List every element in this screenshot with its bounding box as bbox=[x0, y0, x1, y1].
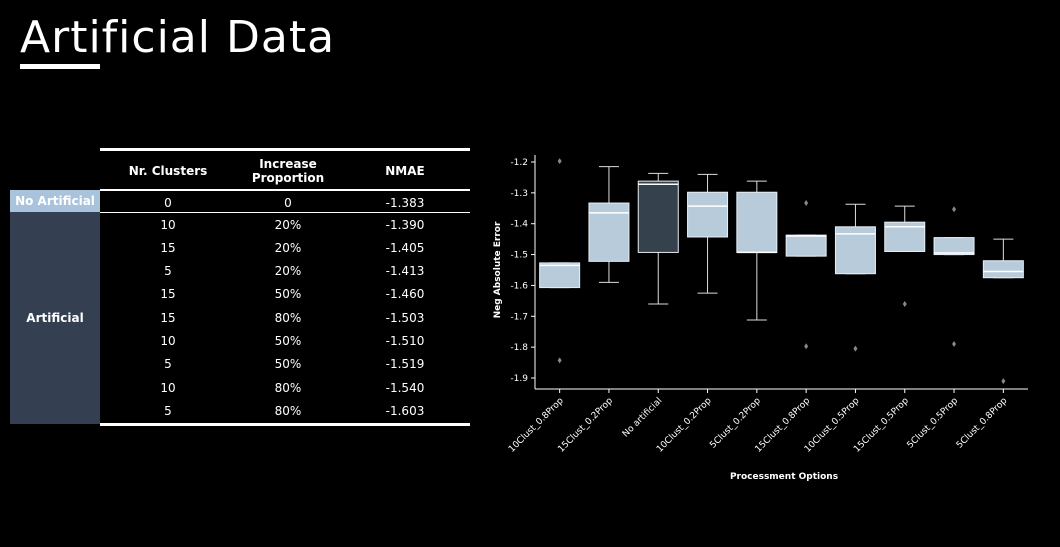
header-nmae: NMAE bbox=[385, 164, 425, 178]
cell-nmae: -1.405 bbox=[385, 240, 425, 255]
cell-nmae: -1.519 bbox=[385, 357, 425, 372]
box-iqr bbox=[785, 234, 827, 257]
chart-boxes bbox=[539, 158, 1024, 385]
header-nr-clusters: Nr. Clusters bbox=[128, 164, 208, 178]
x-tick-label: 5Clust_0.5Prop bbox=[906, 396, 961, 451]
cell-nmae: -1.540 bbox=[385, 380, 425, 395]
x-tick-label: 5Clust_0.8Prop bbox=[955, 396, 1010, 451]
outlier-point bbox=[853, 345, 858, 352]
x-tick-label: No artificial bbox=[621, 396, 664, 439]
x-tick-label: 10Clust_0.2Prop bbox=[655, 396, 714, 455]
outlier-point bbox=[557, 158, 562, 165]
cell-increase-proportion: 80% bbox=[274, 380, 302, 395]
cell-nmae: -1.390 bbox=[385, 217, 425, 232]
table-row: 5 20% -1.413 bbox=[100, 260, 470, 283]
table-row: 10 80% -1.540 bbox=[100, 376, 470, 399]
y-tick-label: -1.2 bbox=[510, 158, 528, 168]
box-10Clust_0.2Prop bbox=[687, 173, 729, 294]
cell-increase-proportion: 80% bbox=[274, 310, 302, 325]
table-group-rule bbox=[100, 212, 470, 213]
box-iqr bbox=[736, 191, 778, 253]
outlier-point bbox=[804, 343, 809, 350]
cell-nr-clusters: 5 bbox=[164, 264, 172, 279]
cell-nr-clusters: 15 bbox=[160, 240, 176, 255]
cell-nmae: -1.383 bbox=[385, 195, 425, 210]
cell-nr-clusters: 10 bbox=[160, 334, 176, 348]
outlier-point bbox=[952, 341, 957, 348]
box-iqr bbox=[687, 191, 729, 238]
box-5Clust_0.5Prop bbox=[933, 206, 975, 348]
box-5Clust_0.8Prop bbox=[982, 238, 1024, 385]
x-tick-label: 15Clust_0.5Prop bbox=[852, 396, 911, 455]
cell-nr-clusters: 15 bbox=[160, 310, 176, 325]
cell-nmae: -1.460 bbox=[385, 287, 425, 302]
box-iqr bbox=[588, 202, 630, 262]
cell-nmae: -1.510 bbox=[385, 334, 425, 348]
group-artificial: Artificial bbox=[10, 212, 100, 424]
y-tick-label: -1.4 bbox=[510, 220, 528, 230]
table-row: 5 50% -1.519 bbox=[100, 353, 470, 376]
box-15Clust_0.8Prop bbox=[785, 200, 827, 350]
y-tick-label: -1.9 bbox=[510, 374, 528, 384]
box-15Clust_0.5Prop bbox=[884, 205, 926, 307]
group-no-artificial: No Artificial bbox=[10, 190, 100, 212]
x-tick-label: 5Clust_0.2Prop bbox=[708, 396, 763, 451]
outlier-point bbox=[557, 357, 562, 364]
y-axis-label: Neg Absolute Error bbox=[493, 221, 503, 318]
outlier-point bbox=[952, 206, 957, 213]
cell-increase-proportion: 80% bbox=[274, 403, 302, 418]
cell-nmae: -1.603 bbox=[385, 403, 425, 418]
cell-increase-proportion: 20% bbox=[274, 240, 302, 255]
cell-nmae: -1.413 bbox=[385, 264, 425, 279]
y-tick-label: -1.3 bbox=[510, 189, 528, 199]
table-row: 10 50% -1.510 bbox=[100, 330, 470, 353]
table-row: 10 20% -1.390 bbox=[100, 213, 470, 236]
box-5Clust_0.2Prop bbox=[736, 180, 778, 321]
y-tick-label: -1.6 bbox=[510, 281, 528, 291]
cell-nr-clusters: 10 bbox=[160, 217, 176, 232]
header-increase-proportion: Increase Proportion bbox=[251, 157, 325, 185]
table-row: 15 80% -1.503 bbox=[100, 306, 470, 329]
y-tick-label: -1.8 bbox=[510, 343, 528, 353]
cell-increase-proportion: 0 bbox=[284, 195, 292, 210]
table-header-rule bbox=[100, 189, 470, 191]
table-top-rule bbox=[100, 148, 470, 151]
outlier-point bbox=[902, 300, 907, 307]
outlier-point bbox=[1001, 378, 1006, 385]
cell-nr-clusters: 5 bbox=[164, 403, 172, 418]
cell-nmae: -1.503 bbox=[385, 310, 425, 325]
box-iqr bbox=[539, 262, 581, 289]
outlier-point bbox=[804, 200, 809, 207]
title-underline bbox=[20, 64, 100, 69]
box-iqr bbox=[933, 237, 975, 256]
box-15Clust_0.2Prop bbox=[588, 166, 630, 283]
box-iqr bbox=[637, 180, 679, 253]
x-tick-label: 15Clust_0.2Prop bbox=[556, 396, 615, 455]
box-10Clust_0.8Prop bbox=[539, 158, 581, 364]
box-No artificial bbox=[637, 172, 679, 305]
table-row: 15 20% -1.405 bbox=[100, 236, 470, 259]
x-axis-label: Processment Options bbox=[730, 472, 838, 482]
cell-nr-clusters: 10 bbox=[160, 380, 176, 395]
cell-increase-proportion: 50% bbox=[274, 357, 302, 372]
y-tick-label: -1.5 bbox=[510, 251, 528, 261]
cell-increase-proportion: 50% bbox=[274, 334, 302, 348]
cell-nr-clusters: 5 bbox=[164, 357, 172, 372]
page-title: Artificial Data bbox=[20, 12, 336, 63]
box-iqr bbox=[982, 260, 1024, 279]
cell-nr-clusters: 0 bbox=[164, 195, 172, 210]
y-tick-label: -1.7 bbox=[510, 312, 528, 322]
cell-increase-proportion: 50% bbox=[274, 287, 302, 302]
table-row: 15 50% -1.460 bbox=[100, 283, 470, 306]
table-row: 5 80% -1.603 bbox=[100, 399, 470, 422]
box-10Clust_0.5Prop bbox=[834, 203, 876, 352]
cell-increase-proportion: 20% bbox=[274, 264, 302, 279]
table-row: 0 0 -1.383 bbox=[100, 191, 470, 214]
cell-nr-clusters: 15 bbox=[160, 287, 176, 302]
table-header: Nr. Clusters Increase Proportion NMAE bbox=[100, 148, 470, 190]
table-bottom-rule bbox=[100, 423, 470, 426]
cell-increase-proportion: 20% bbox=[274, 217, 302, 232]
